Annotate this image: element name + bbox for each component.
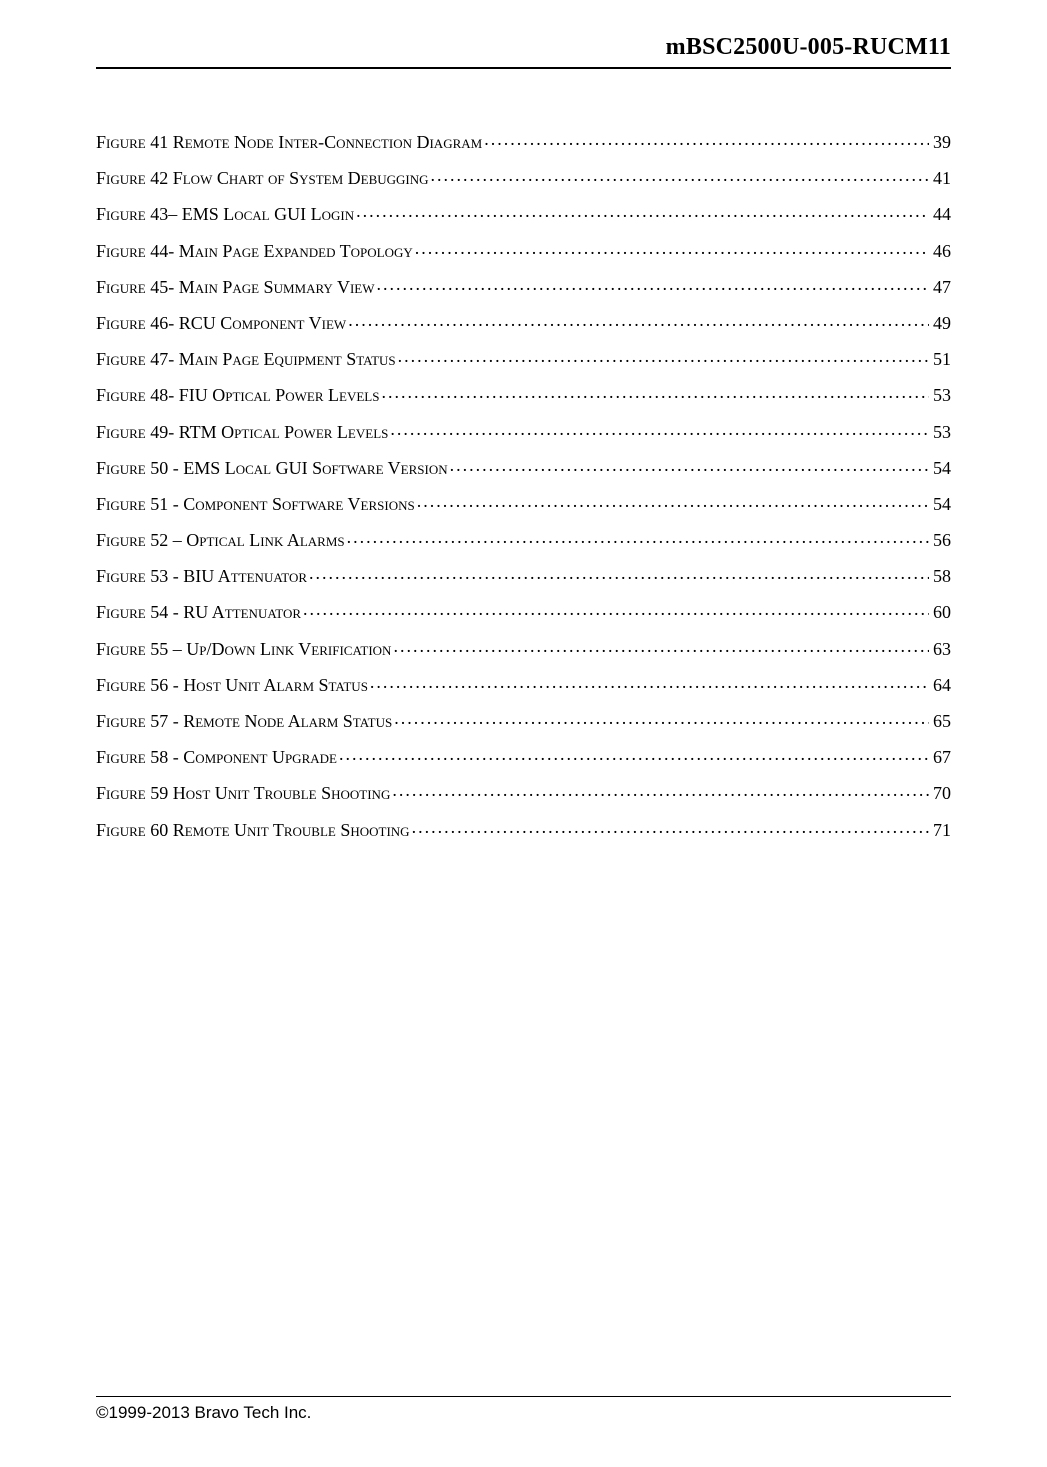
toc-entry-page: 54 [931, 495, 951, 513]
toc-entry: Figure 46- RCU Component View 49 [96, 311, 951, 332]
toc-entry-page: 71 [931, 821, 951, 839]
toc-entry-page: 56 [931, 531, 951, 549]
toc-entry-page: 47 [931, 278, 951, 296]
toc-entry-label: Figure 57 - Remote Node Alarm Status [96, 712, 392, 730]
toc-entry: Figure 56 - Host Unit Alarm Status 64 [96, 673, 951, 694]
toc-entry-page: 58 [931, 567, 951, 585]
toc-dot-leader [348, 311, 929, 329]
toc-entry-page: 46 [931, 242, 951, 260]
toc-entry-page: 67 [931, 748, 951, 766]
toc-entry-page: 53 [931, 386, 951, 404]
toc-entry-label: Figure 59 Host Unit Trouble Shooting [96, 784, 390, 802]
toc-dot-leader [450, 456, 929, 474]
toc-dot-leader [347, 528, 929, 546]
toc-entry-label: Figure 55 – Up/Down Link Verification [96, 640, 391, 658]
toc-entry-page: 44 [931, 205, 951, 223]
toc-entry-page: 60 [931, 603, 951, 621]
toc-entry-page: 64 [931, 676, 951, 694]
toc-entry: Figure 51 - Component Software Versions … [96, 492, 951, 513]
toc-entry-label: Figure 47- Main Page Equipment Status [96, 350, 396, 368]
table-of-figures: Figure 41 Remote Node Inter-Connection D… [96, 130, 951, 854]
toc-dot-leader [415, 239, 929, 257]
toc-entry-page: 41 [931, 169, 951, 187]
toc-entry-page: 65 [931, 712, 951, 730]
toc-entry: Figure 57 - Remote Node Alarm Status 65 [96, 709, 951, 730]
toc-dot-leader [390, 420, 929, 438]
toc-entry-page: 54 [931, 459, 951, 477]
toc-entry-page: 70 [931, 784, 951, 802]
header-rule [96, 67, 951, 69]
header: mBSC2500U-005-RUCM11 [96, 34, 951, 69]
toc-entry-page: 39 [931, 133, 951, 151]
toc-entry-label: Figure 52 – Optical Link Alarms [96, 531, 345, 549]
toc-entry-label: Figure 45- Main Page Summary View [96, 278, 375, 296]
toc-entry: Figure 48- FIU Optical Power Levels 53 [96, 383, 951, 404]
toc-entry-label: Figure 48- FIU Optical Power Levels [96, 386, 379, 404]
toc-entry: Figure 58 - Component Upgrade 67 [96, 745, 951, 766]
toc-entry: Figure 59 Host Unit Trouble Shooting 70 [96, 781, 951, 802]
toc-dot-leader [309, 564, 929, 582]
toc-dot-leader [431, 166, 929, 184]
toc-entry-label: Figure 43– EMS Local GUI Login [96, 205, 354, 223]
toc-entry-page: 53 [931, 423, 951, 441]
header-title: mBSC2500U-005-RUCM11 [96, 34, 951, 61]
toc-entry: Figure 53 - BIU Attenuator 58 [96, 564, 951, 585]
toc-entry: Figure 45- Main Page Summary View 47 [96, 275, 951, 296]
toc-entry: Figure 42 Flow Chart of System Debugging… [96, 166, 951, 187]
toc-dot-leader [356, 202, 929, 220]
toc-dot-leader [339, 745, 929, 763]
toc-entry-label: Figure 41 Remote Node Inter-Connection D… [96, 133, 482, 151]
toc-entry: Figure 52 – Optical Link Alarms 56 [96, 528, 951, 549]
toc-entry-label: Figure 56 - Host Unit Alarm Status [96, 676, 368, 694]
toc-entry-label: Figure 44- Main Page Expanded Topology [96, 242, 413, 260]
footer-rule [96, 1396, 951, 1397]
toc-entry-label: Figure 49- RTM Optical Power Levels [96, 423, 388, 441]
footer-copyright: ©1999-2013 Bravo Tech Inc. [96, 1403, 951, 1423]
toc-dot-leader [412, 818, 929, 836]
toc-dot-leader [417, 492, 929, 510]
toc-entry-page: 63 [931, 640, 951, 658]
toc-dot-leader [381, 383, 929, 401]
toc-entry-page: 51 [931, 350, 951, 368]
toc-dot-leader [370, 673, 929, 691]
toc-entry: Figure 49- RTM Optical Power Levels 53 [96, 420, 951, 441]
toc-entry-label: Figure 51 - Component Software Versions [96, 495, 415, 513]
toc-dot-leader [303, 600, 929, 618]
toc-entry: Figure 47- Main Page Equipment Status 51 [96, 347, 951, 368]
toc-entry-label: Figure 54 - RU Attenuator [96, 603, 301, 621]
toc-entry: Figure 54 - RU Attenuator 60 [96, 600, 951, 621]
toc-entry: Figure 44- Main Page Expanded Topology 4… [96, 239, 951, 260]
toc-entry-label: Figure 60 Remote Unit Trouble Shooting [96, 821, 410, 839]
toc-dot-leader [484, 130, 929, 148]
toc-entry: Figure 41 Remote Node Inter-Connection D… [96, 130, 951, 151]
page: mBSC2500U-005-RUCM11 Figure 41 Remote No… [0, 0, 1047, 1467]
toc-entry-label: Figure 58 - Component Upgrade [96, 748, 337, 766]
toc-dot-leader [392, 781, 929, 799]
toc-entry-label: Figure 53 - BIU Attenuator [96, 567, 307, 585]
toc-entry: Figure 50 - EMS Local GUI Software Versi… [96, 456, 951, 477]
toc-entry: Figure 60 Remote Unit Trouble Shooting 7… [96, 818, 951, 839]
toc-entry-label: Figure 42 Flow Chart of System Debugging [96, 169, 429, 187]
toc-entry-page: 49 [931, 314, 951, 332]
toc-entry-label: Figure 46- RCU Component View [96, 314, 346, 332]
toc-dot-leader [393, 637, 929, 655]
toc-entry: Figure 55 – Up/Down Link Verification 63 [96, 637, 951, 658]
footer: ©1999-2013 Bravo Tech Inc. [96, 1396, 951, 1423]
toc-dot-leader [394, 709, 929, 727]
toc-entry: Figure 43– EMS Local GUI Login 44 [96, 202, 951, 223]
toc-dot-leader [398, 347, 929, 365]
toc-dot-leader [377, 275, 929, 293]
toc-entry-label: Figure 50 - EMS Local GUI Software Versi… [96, 459, 448, 477]
